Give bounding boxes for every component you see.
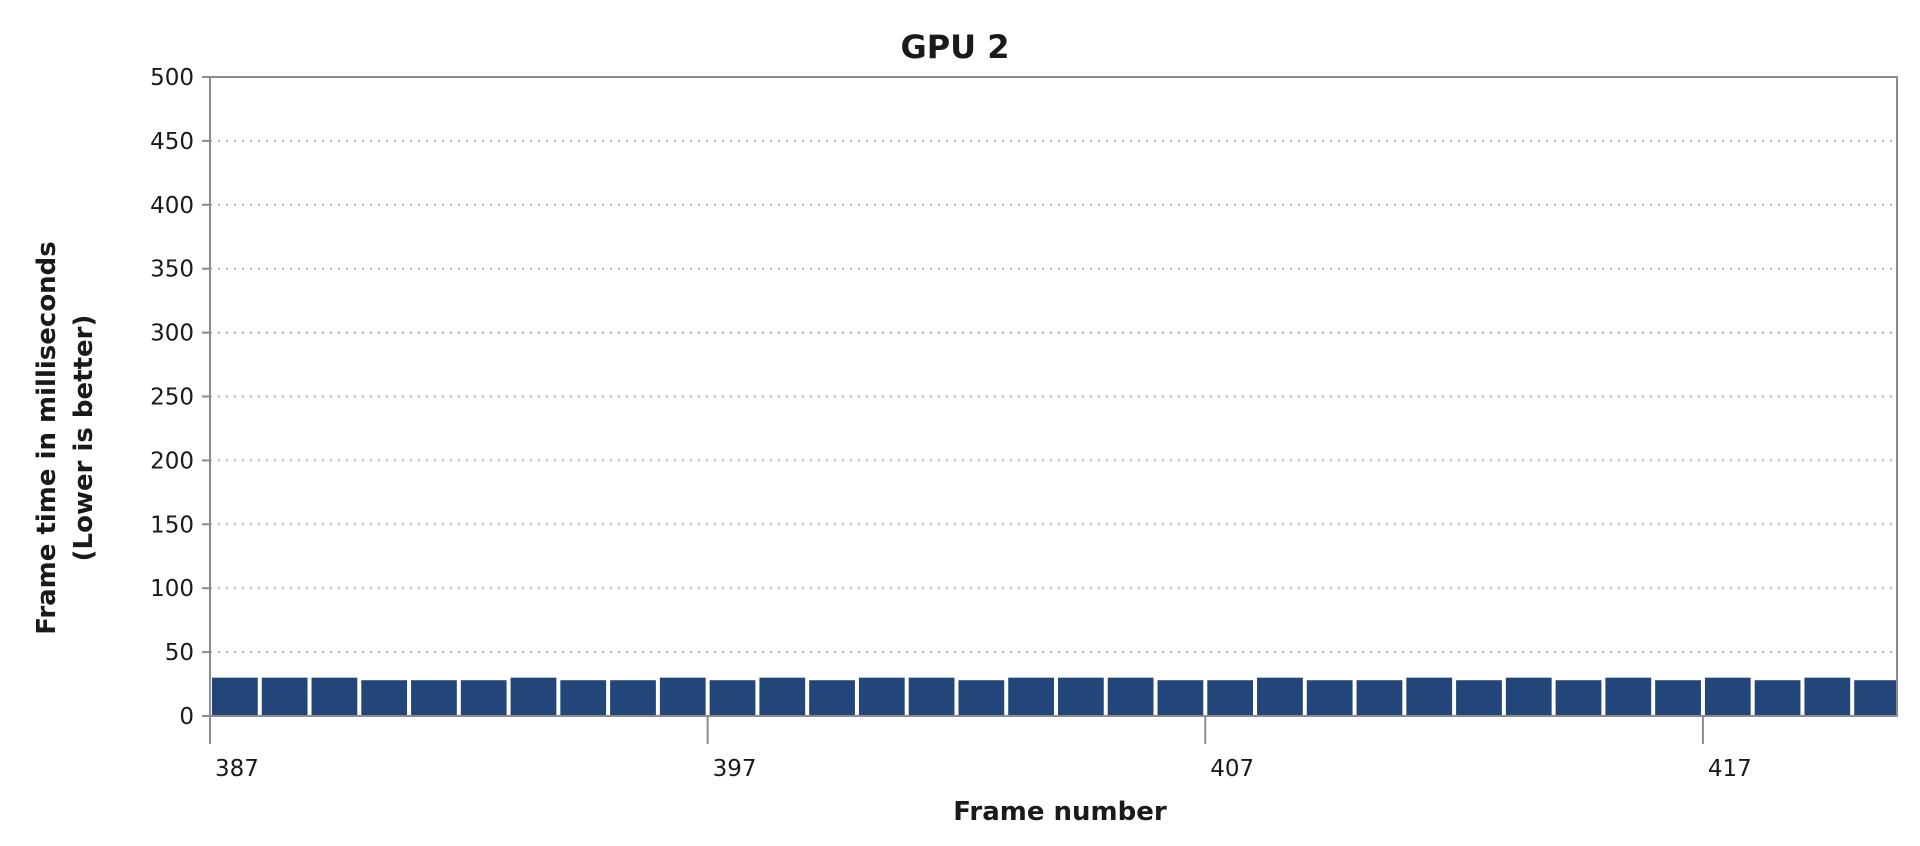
bar-frame-396 bbox=[659, 677, 706, 716]
bar-frame-412 bbox=[1456, 680, 1502, 716]
bar-frame-399 bbox=[809, 680, 855, 716]
bar-frame-415 bbox=[1605, 677, 1652, 716]
plot-frame bbox=[209, 76, 1898, 717]
bar-frame-418 bbox=[1754, 680, 1801, 716]
bar-frame-392 bbox=[460, 680, 507, 716]
x-tick-label: 387 bbox=[215, 756, 259, 782]
chart-title: GPU 2 bbox=[900, 28, 1009, 66]
y-axis-sublabel: (Lower is better) bbox=[69, 315, 99, 562]
bar-frame-389 bbox=[311, 677, 358, 716]
x-axis-ticks: 387 397 407 417 bbox=[209, 716, 1752, 782]
bar-frame-404 bbox=[1057, 677, 1104, 716]
bar-frame-405 bbox=[1107, 677, 1154, 716]
y-tick-label: 100 bbox=[150, 576, 194, 602]
x-tick-label: 397 bbox=[713, 756, 757, 782]
bar-frame-417 bbox=[1704, 677, 1751, 716]
bar-frame-393 bbox=[510, 677, 557, 716]
bar-frame-407 bbox=[1207, 680, 1254, 716]
bar-frame-394 bbox=[560, 680, 607, 716]
x-axis-label: Frame number bbox=[953, 797, 1167, 827]
bar-frame-401 bbox=[908, 677, 955, 716]
x-tick-label: 417 bbox=[1708, 756, 1752, 782]
bar-frame-420 bbox=[1854, 680, 1896, 716]
y-tick-label: 50 bbox=[165, 640, 194, 666]
bar-frame-402 bbox=[958, 680, 1005, 716]
bar-frame-410 bbox=[1356, 680, 1403, 716]
bar-frame-419 bbox=[1804, 677, 1851, 716]
y-tick-label: 200 bbox=[150, 448, 194, 474]
bar-frame-411 bbox=[1406, 677, 1453, 716]
y-tick-label: 450 bbox=[150, 129, 194, 155]
bar-frame-388 bbox=[261, 677, 308, 716]
bar-frame-408 bbox=[1257, 677, 1303, 716]
y-tick-label: 0 bbox=[179, 704, 194, 730]
bar-frame-403 bbox=[1008, 677, 1054, 716]
bar-frame-400 bbox=[858, 677, 905, 716]
gridlines bbox=[210, 139, 1897, 654]
y-tick-label: 150 bbox=[150, 512, 194, 538]
bar-frame-397 bbox=[709, 680, 756, 716]
bar-frame-398 bbox=[759, 677, 806, 716]
bar-frame-414 bbox=[1555, 680, 1602, 716]
bar-frame-395 bbox=[610, 680, 656, 716]
bar-frame-406 bbox=[1157, 680, 1204, 716]
y-axis-label: Frame time in milliseconds bbox=[32, 241, 62, 635]
bar-frame-413 bbox=[1505, 677, 1552, 716]
y-tick-label: 500 bbox=[150, 65, 194, 91]
y-tick-label: 300 bbox=[150, 321, 194, 347]
bar-frame-391 bbox=[411, 680, 457, 716]
bar-frame-390 bbox=[361, 680, 408, 716]
y-axis-ticks: 0 50 100 150 200 250 300 350 400 450 500 bbox=[150, 65, 210, 730]
y-tick-label: 250 bbox=[150, 385, 194, 411]
y-tick-label: 350 bbox=[150, 257, 194, 283]
x-tick-label: 407 bbox=[1210, 756, 1254, 782]
bars bbox=[212, 677, 1896, 716]
bar-frame-416 bbox=[1655, 680, 1701, 716]
bar-frame-409 bbox=[1306, 680, 1353, 716]
y-tick-label: 400 bbox=[150, 193, 194, 219]
bar-frame-387 bbox=[212, 677, 258, 716]
